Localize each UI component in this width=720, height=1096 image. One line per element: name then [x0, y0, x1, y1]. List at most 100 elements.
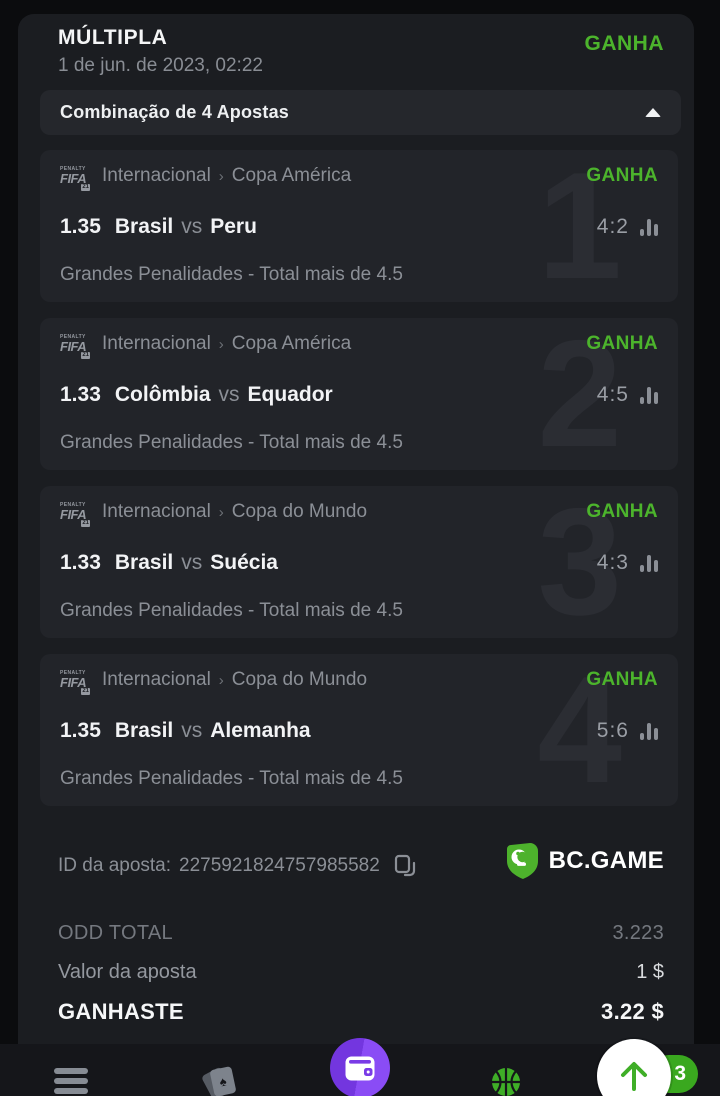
score-wrap: 4:3: [597, 551, 658, 575]
bet-slip-sheet: MÚLTIPLA 1 de jun. de 2023, 02:22 GANHA …: [18, 14, 694, 1096]
away-team: Suécia: [210, 550, 278, 574]
sports-nav-button[interactable]: [490, 1066, 522, 1096]
fifa-icon-text: PENALTY: [60, 502, 86, 508]
odd-total-row: ODD TOTAL 3.223: [58, 922, 664, 945]
match-row: 1.35 Brasil vs Alemanha 5:6: [60, 719, 658, 743]
vs-label: vs: [181, 718, 203, 742]
fifa-penalty-game-icon: PENALTY FIFA 21: [60, 334, 92, 359]
stats-bars-icon[interactable]: [640, 218, 658, 236]
casino-nav-button[interactable]: ♠: [200, 1066, 238, 1096]
fifa-icon-text: FIFA: [60, 507, 87, 522]
bet-odds: 1.33: [60, 382, 101, 406]
match-row: 1.33 Colômbia vs Equador 4:5: [60, 383, 658, 407]
away-team: Peru: [210, 214, 257, 238]
league-row: PENALTY FIFA 21 Internacional › Copa Amé…: [60, 333, 658, 359]
copy-icon[interactable]: [394, 854, 416, 878]
match-score: 4:3: [596, 550, 629, 574]
fifa-icon-text: PENALTY: [60, 334, 86, 340]
bet-id-row: ID da aposta: 2275921824757985582: [58, 854, 416, 878]
bet-number-watermark: 2: [537, 318, 622, 470]
combination-toggle[interactable]: Combinação de 4 Apostas: [40, 90, 681, 135]
breadcrumb-separator: ›: [218, 503, 224, 521]
combination-label: Combinação de 4 Apostas: [60, 102, 289, 122]
breadcrumb-separator: ›: [218, 335, 224, 353]
bet-number-watermark: 4: [537, 654, 622, 806]
fifa-icon-text: PENALTY: [60, 670, 86, 676]
score-wrap: 4:2: [597, 215, 658, 239]
stake-row: Valor da aposta 1 $: [58, 961, 664, 984]
bet-number-watermark: 3: [537, 486, 622, 638]
away-team: Equador: [247, 382, 333, 406]
wallet-button[interactable]: [330, 1038, 390, 1096]
bet-status-badge: GANHA: [586, 501, 658, 522]
home-team: Brasil: [114, 214, 174, 238]
market-label: Grandes Penalidades - Total mais de 4.5: [60, 264, 403, 285]
wallet-icon: [345, 1056, 375, 1080]
home-team: Brasil: [114, 550, 174, 574]
league-row: PENALTY FIFA 21 Internacional › Copa do …: [60, 501, 658, 527]
market-label: Grandes Penalidades - Total mais de 4.5: [60, 432, 403, 453]
league-row: PENALTY FIFA 21 Internacional › Copa Amé…: [60, 165, 658, 191]
win-value: 3.22 $: [601, 999, 664, 1024]
market-label: Grandes Penalidades - Total mais de 4.5: [60, 600, 403, 621]
tournament-label: Copa do Mundo: [231, 669, 368, 690]
bet-id-value: 2275921824757985582: [179, 855, 380, 876]
fifa-icon-badge: 21: [81, 520, 90, 527]
fifa-icon-badge: 21: [81, 688, 90, 695]
category-label: Internacional: [102, 501, 211, 522]
tournament-label: Copa América: [231, 333, 352, 354]
bet-odds: 1.35: [60, 718, 101, 742]
bet-card-3[interactable]: 3 PENALTY FIFA 21 Internacional › Copa d…: [40, 486, 678, 638]
home-team: Colômbia: [114, 382, 211, 406]
stats-bars-icon[interactable]: [640, 554, 658, 572]
brand-logo: BC.GAME: [504, 842, 664, 880]
stake-label: Valor da aposta: [58, 961, 197, 983]
bet-status-badge: GANHA: [586, 333, 658, 354]
bet-card-2[interactable]: 2 PENALTY FIFA 21 Internacional › Copa A…: [40, 318, 678, 470]
basketball-icon: [492, 1068, 520, 1096]
match-row: 1.33 Brasil vs Suécia 4:3: [60, 551, 658, 575]
win-row: GANHASTE 3.22 $: [58, 999, 664, 1025]
slip-type-title: MÚLTIPLA: [58, 26, 168, 49]
bet-number-watermark: 1: [537, 150, 622, 302]
match-score: 5:6: [596, 718, 629, 742]
vs-label: vs: [181, 550, 203, 574]
market-label: Grandes Penalidades - Total mais de 4.5: [60, 768, 403, 789]
tournament-label: Copa do Mundo: [231, 501, 368, 522]
collapse-triangle-icon[interactable]: [645, 108, 661, 117]
slip-date: 1 de jun. de 2023, 02:22: [58, 55, 263, 76]
score-wrap: 5:6: [597, 719, 658, 743]
playing-card-spade-icon: ♠: [209, 1066, 237, 1096]
fifa-icon-text: FIFA: [60, 171, 87, 186]
breadcrumb-separator: ›: [218, 671, 224, 689]
menu-button[interactable]: [54, 1068, 88, 1094]
breadcrumb-separator: ›: [218, 167, 224, 185]
slip-status-badge: GANHA: [584, 32, 664, 55]
fifa-penalty-game-icon: PENALTY FIFA 21: [60, 502, 92, 527]
fifa-icon-badge: 21: [81, 352, 90, 359]
match-score: 4:5: [596, 382, 629, 406]
odd-total-value: 3.223: [612, 922, 664, 944]
score-wrap: 4:5: [597, 383, 658, 407]
stake-value: 1 $: [636, 961, 664, 983]
fifa-penalty-game-icon: PENALTY FIFA 21: [60, 166, 92, 191]
scroll-top-button[interactable]: [597, 1039, 671, 1096]
tournament-label: Copa América: [231, 165, 352, 186]
vs-label: vs: [218, 382, 240, 406]
stats-bars-icon[interactable]: [640, 386, 658, 404]
bet-odds: 1.35: [60, 214, 101, 238]
bet-id-label: ID da aposta:: [58, 855, 172, 876]
bet-card-1[interactable]: 1 PENALTY FIFA 21 Internacional › Copa A…: [40, 150, 678, 302]
stats-bars-icon[interactable]: [640, 722, 658, 740]
slip-header: MÚLTIPLA 1 de jun. de 2023, 02:22: [58, 26, 263, 77]
fifa-icon-text: FIFA: [60, 675, 87, 690]
fifa-penalty-game-icon: PENALTY FIFA 21: [60, 670, 92, 695]
brand-name: BC.GAME: [548, 847, 664, 874]
fifa-icon-text: PENALTY: [60, 166, 86, 172]
bet-card-4[interactable]: 4 PENALTY FIFA 21 Internacional › Copa d…: [40, 654, 678, 806]
win-label: GANHASTE: [58, 999, 184, 1024]
league-row: PENALTY FIFA 21 Internacional › Copa do …: [60, 669, 658, 695]
category-label: Internacional: [102, 669, 211, 690]
bet-status-badge: GANHA: [586, 669, 658, 690]
